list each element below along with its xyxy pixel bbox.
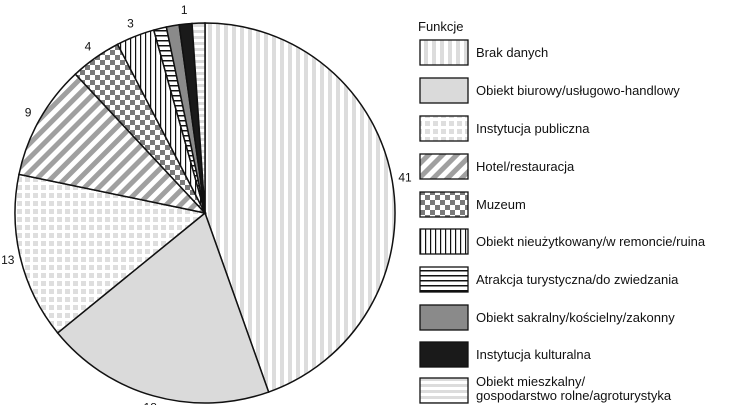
legend-swatch xyxy=(419,115,469,142)
legend-swatch xyxy=(419,341,469,368)
data-label: 9 xyxy=(25,106,32,120)
legend-label: Instytucja publiczna xyxy=(476,121,590,136)
legend-swatch xyxy=(419,77,469,104)
legend-label: Obiekt nieużytkowany/w remoncie/ruina xyxy=(476,234,706,249)
pie-slice xyxy=(204,22,396,393)
pie-slice xyxy=(191,22,206,214)
legend-label: Obiekt mieszkalny/gospodarstwo rolne/agr… xyxy=(476,374,672,403)
legend-label: Brak danych xyxy=(476,45,548,60)
legend-swatch xyxy=(419,377,469,404)
legend-label: Instytucja kulturalna xyxy=(476,347,592,362)
pie-slice xyxy=(18,73,208,215)
legend-swatch xyxy=(419,266,469,293)
legend-swatch xyxy=(419,39,469,66)
data-label: 18 xyxy=(144,401,158,405)
data-label: 41 xyxy=(398,171,412,185)
data-label: 3 xyxy=(127,16,134,30)
legend-label: Obiekt sakralny/kościelny/zakonny xyxy=(476,310,675,325)
legend-label: Atrakcja turystyczna/do zwiedzania xyxy=(476,272,679,287)
legend-swatch xyxy=(419,191,469,218)
legend-label: Obiekt biurowy/usługowo-handlowy xyxy=(476,83,680,98)
data-label: 4 xyxy=(85,39,92,53)
legend-title: Funkcje xyxy=(418,19,464,34)
data-label: 13 xyxy=(1,253,15,267)
pie-slice xyxy=(56,211,270,404)
legend-label: Hotel/restauracja xyxy=(476,159,575,174)
legend-swatch xyxy=(419,153,469,180)
pie-slice xyxy=(14,173,207,334)
data-label: 1 xyxy=(181,3,188,17)
legend-label: Muzeum xyxy=(476,197,526,212)
legend-swatch xyxy=(419,228,469,255)
legend-swatch xyxy=(419,304,469,331)
